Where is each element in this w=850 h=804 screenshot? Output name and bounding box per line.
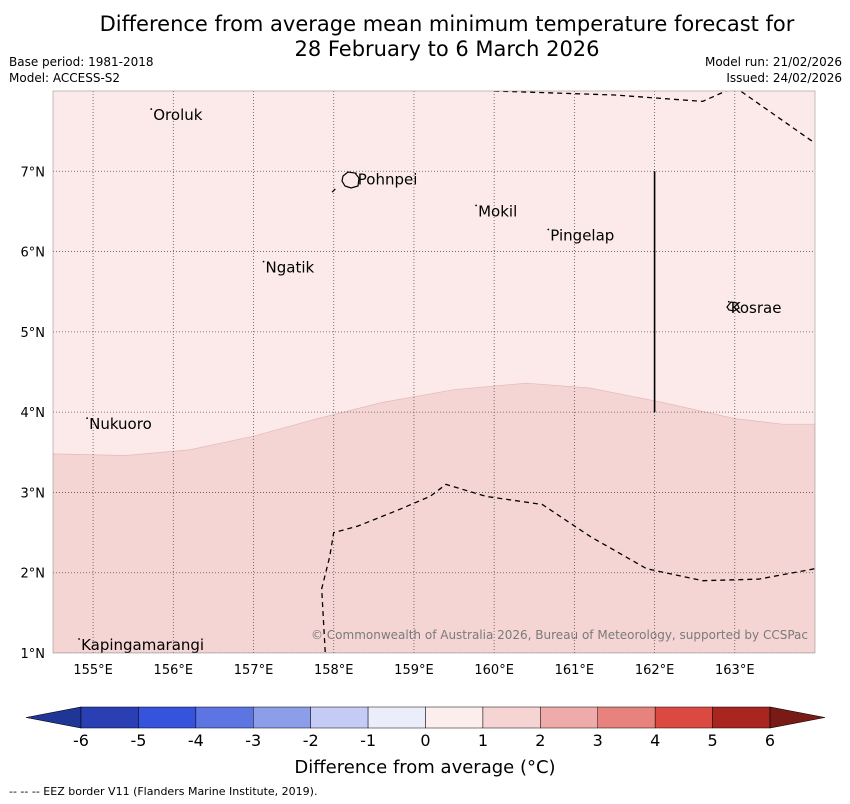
colorbar-tick-label: 6 xyxy=(765,731,775,750)
colorbar-segment xyxy=(654,706,713,729)
colorbar-tick-label: -5 xyxy=(130,731,146,750)
colorbar-max-extension xyxy=(769,706,826,729)
place-marker xyxy=(727,300,730,303)
colorbar-segment xyxy=(482,706,541,729)
lon-tick-label: 163°E xyxy=(715,663,755,678)
place-label: Kapingamarangi xyxy=(81,636,204,654)
kosrae-island-outline xyxy=(726,301,740,312)
map-title: Difference from average mean minimum tem… xyxy=(0,12,850,62)
place-marker xyxy=(354,172,357,175)
place-marker xyxy=(86,417,88,420)
copyright-text: © Commonwealth of Australia 2026, Bureau… xyxy=(311,628,808,642)
model-name: Model: ACCESS-S2 xyxy=(9,71,121,85)
lon-tick-label: 157°E xyxy=(234,663,274,678)
colorbar-segment xyxy=(138,706,197,729)
colorbar-segment xyxy=(540,706,598,729)
colorbar-segment xyxy=(195,706,254,729)
colorbar-tick-label: 2 xyxy=(535,731,545,750)
colorbar-tick-label: 1 xyxy=(478,731,488,750)
colorbar-segment xyxy=(367,706,426,729)
place-label: Mokil xyxy=(478,202,517,220)
colorbar-tick-label: 4 xyxy=(650,731,660,750)
place-marker xyxy=(475,204,478,207)
colorbar-tick-label: -4 xyxy=(188,731,204,750)
lat-tick-label: 5°N xyxy=(21,326,46,341)
model-run: Model run: 21/02/2026 xyxy=(704,55,842,69)
lon-tick-label: 155°E xyxy=(73,663,113,678)
lon-tick-label: 160°E xyxy=(474,663,514,678)
colorbar-min-extension xyxy=(25,706,82,729)
place-marker xyxy=(262,260,265,263)
colorbar-tick-label: 0 xyxy=(420,731,430,750)
lat-tick-label: 6°N xyxy=(21,246,46,261)
lat-tick-label: 1°N xyxy=(21,647,46,662)
colorbar-tick-label: -2 xyxy=(303,731,319,750)
lat-tick-label: 2°N xyxy=(21,567,46,582)
place-label: Ngatik xyxy=(266,259,315,277)
colorbar-tick-label: -6 xyxy=(73,731,89,750)
eez-border-line xyxy=(331,188,336,193)
lon-tick-label: 159°E xyxy=(394,663,434,678)
meta-left: Base period: 1981-2018 Model: ACCESS-S2 xyxy=(9,54,154,86)
anomaly-band-1-2 xyxy=(53,382,815,653)
lon-tick-label: 162°E xyxy=(635,663,675,678)
colorbar-tick-label: -1 xyxy=(360,731,376,750)
eez-border-line xyxy=(494,91,815,144)
place-marker xyxy=(150,108,153,110)
place-label: Kosrae xyxy=(731,299,782,317)
eez-footnote: -- -- -- EEZ border V11 (Flanders Marine… xyxy=(9,785,318,798)
title-line-1: Difference from average mean minimum tem… xyxy=(99,12,795,36)
place-marker xyxy=(78,638,80,640)
colorbar-segment xyxy=(597,706,656,729)
colorbar-label: Difference from average (°C) xyxy=(294,757,556,778)
colorbar-segment xyxy=(310,706,369,729)
place-label: Oroluk xyxy=(153,106,202,124)
lat-tick-label: 3°N xyxy=(21,486,46,501)
lon-tick-label: 156°E xyxy=(154,663,194,678)
map-frame xyxy=(52,90,816,654)
lon-tick-label: 158°E xyxy=(314,663,354,678)
base-period: Base period: 1981-2018 xyxy=(9,55,154,69)
place-label: Pohnpei xyxy=(358,170,418,188)
place-marker xyxy=(547,228,550,231)
colorbar-segment xyxy=(425,706,484,729)
pohnpei-island-outline xyxy=(341,171,360,189)
map-area: Oroluk Pohnpei Mokil Pingelap Ngatik Kosrae Nu… xyxy=(53,91,815,654)
lon-tick-label: 161°E xyxy=(555,663,595,678)
lat-tick-label: 7°N xyxy=(21,165,46,180)
colorbar-tick-label: -3 xyxy=(245,731,261,750)
colorbar-segment xyxy=(253,706,311,729)
colorbar-tick-label: 3 xyxy=(593,731,603,750)
colorbar-segment xyxy=(80,706,139,729)
colorbar-segment xyxy=(712,706,771,729)
place-label: Nukuoro xyxy=(89,415,152,433)
place-label: Pingelap xyxy=(550,227,614,245)
meta-right: Model run: 21/02/2026 Issued: 24/02/2026 xyxy=(705,54,842,86)
eez-border-line xyxy=(321,483,815,653)
colorbar-tick-label: 5 xyxy=(707,731,717,750)
issued-date: Issued: 24/02/2026 xyxy=(726,71,842,85)
title-line-2: 28 February to 6 March 2026 xyxy=(294,37,600,61)
lat-tick-label: 4°N xyxy=(21,406,46,421)
